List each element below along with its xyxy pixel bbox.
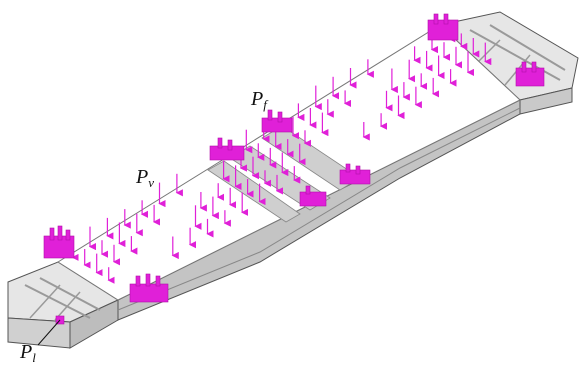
cluster-mid-front xyxy=(299,185,327,207)
cluster-right xyxy=(515,61,545,87)
cluster-top-right xyxy=(427,13,459,41)
cluster-friction xyxy=(261,109,293,133)
leader-line-longitudinal xyxy=(37,319,61,346)
vertical-load-arrows xyxy=(71,15,492,284)
load-clusters xyxy=(43,13,545,325)
label-friction-load: Pf xyxy=(250,88,269,112)
label-longitudinal-load: Pl xyxy=(19,341,36,365)
cluster-center xyxy=(339,163,371,185)
cluster-mid-left xyxy=(209,137,245,161)
label-vertical-load: Pv xyxy=(135,166,154,190)
deck-plate xyxy=(57,24,521,301)
cluster-left xyxy=(43,225,75,259)
cluster-front-left xyxy=(129,273,169,303)
